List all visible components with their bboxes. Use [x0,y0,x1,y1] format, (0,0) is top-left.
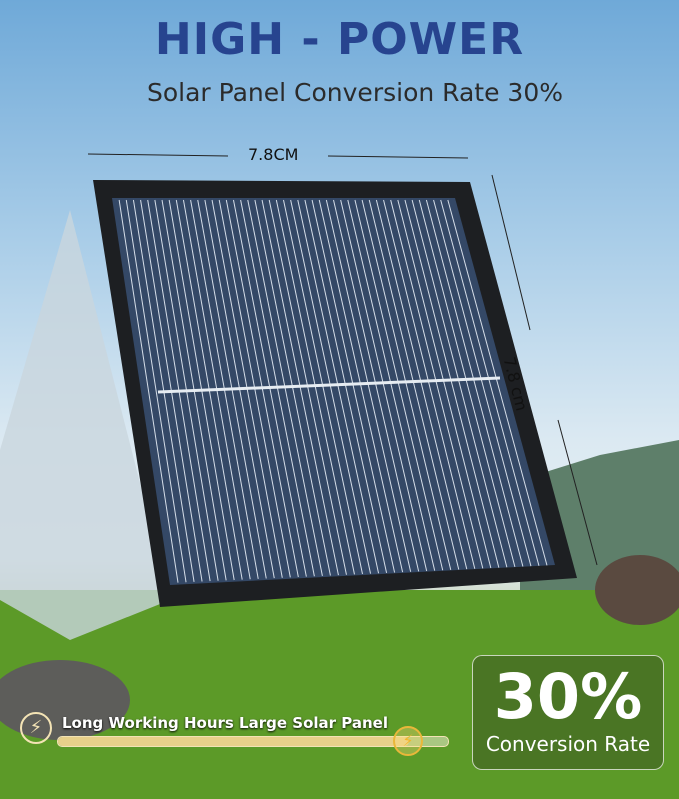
cell-stripe [447,199,548,566]
cell-stripe [354,199,444,571]
feature-bar: ⚡ Long Working Hours Large Solar Panel ⚡ [20,712,460,762]
cell-stripe [390,199,484,569]
cell-stripe [425,199,524,567]
cell-stripe [290,199,372,574]
dim-line-h [327,155,469,159]
cell-stripe [411,199,508,568]
cell-stripe [347,199,436,571]
cell-stripe [125,199,187,583]
light-body [0,210,170,640]
cell-stripe [275,199,355,575]
cell-stripe [325,199,412,572]
badge-value: 30% [493,660,643,733]
cell-stripe [418,199,516,568]
rock [595,555,679,625]
subtitle: Solar Panel Conversion Rate 30% [147,78,563,107]
progress-bar [57,736,449,747]
cell-stripe [375,199,468,570]
dim-line-v [491,174,531,331]
cell-stripe [397,199,492,569]
cell-stripes [118,199,548,583]
cell-stripe [283,199,363,575]
feature-label: Long Working Hours Large Solar Panel [62,714,388,732]
cell-stripe [361,199,452,570]
cell-stripe [311,199,396,573]
badge-label: Conversion Rate [485,732,651,756]
cell-stripe [318,199,404,573]
cell-stripe [368,199,460,570]
cell-stripe [297,199,380,574]
cell-stripe [433,199,532,567]
busbar [157,376,501,394]
cell-stripe [340,199,428,572]
cell-stripe [304,199,388,573]
dim-line-v [557,419,598,566]
width-dimension: 7.8CM [248,145,299,164]
cell-stripe [333,199,420,572]
dim-line-h [87,153,229,157]
cell-stripe [404,199,500,568]
lightning-bolt-icon: ⚡ [20,712,52,744]
cell-stripe [440,199,540,566]
lightning-bolt-icon: ⚡ [393,726,423,756]
cell-stripe [118,199,179,583]
progress-fill [58,737,409,746]
conversion-badge: 30% Conversion Rate [472,655,664,770]
page-title: HIGH - POWER [154,14,525,65]
cell-stripe [268,199,347,575]
cell-stripe [383,199,476,569]
